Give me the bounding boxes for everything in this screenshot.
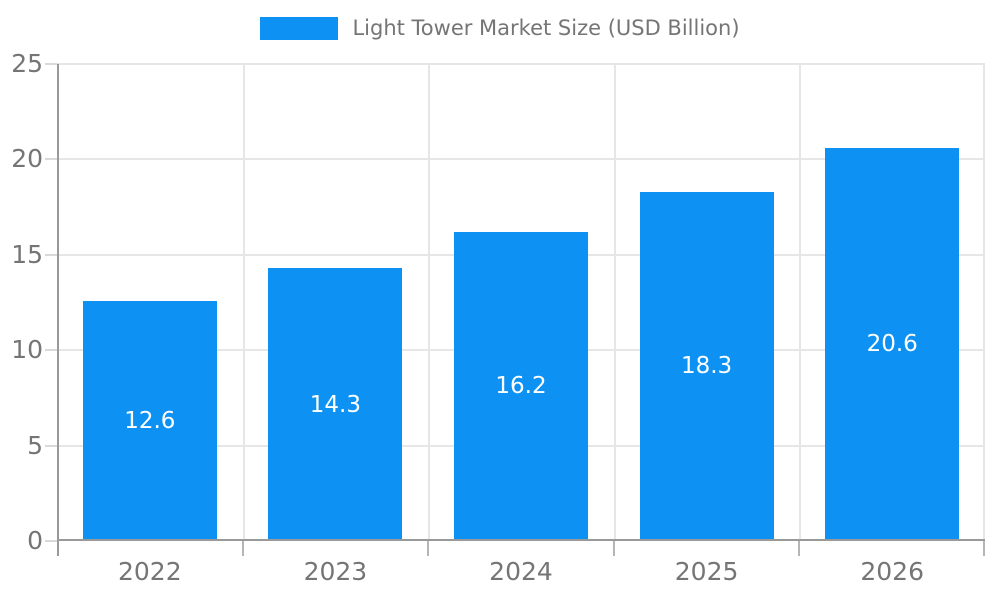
y-axis-tick	[45, 158, 57, 161]
y-axis-tick	[45, 444, 57, 447]
bar[interactable]: 20.6	[825, 147, 960, 541]
bar-value-label: 20.6	[866, 331, 918, 358]
y-axis-tick	[45, 253, 57, 256]
x-axis-tick	[983, 541, 985, 556]
y-tick-label: 5	[27, 430, 43, 460]
bar-value-label: 12.6	[124, 407, 176, 434]
x-tick-label: 2026	[860, 557, 924, 586]
x-tick-label: 2024	[489, 557, 553, 586]
x-axis-tick	[241, 541, 244, 556]
v-gridline	[983, 64, 985, 541]
y-tick-label: 10	[11, 335, 43, 365]
bar[interactable]: 14.3	[268, 268, 403, 541]
y-tick-label: 0	[27, 526, 43, 555]
y-tick-label: 20	[11, 144, 43, 174]
bar-value-label: 14.3	[309, 391, 361, 418]
v-gridline	[428, 64, 431, 541]
x-tick-label: 2023	[303, 557, 368, 586]
h-gridline	[57, 158, 985, 161]
bar[interactable]: 12.6	[82, 300, 217, 541]
legend[interactable]: Light Tower Market Size (USD Billion)	[0, 16, 1000, 40]
y-tick-label: 25	[11, 49, 43, 78]
bar[interactable]: 18.3	[639, 191, 774, 541]
y-axis-tick	[45, 349, 57, 352]
y-axis-tick	[45, 63, 57, 65]
v-gridline	[613, 64, 616, 541]
x-axis-tick	[427, 541, 430, 556]
plot-area: 0 5 10 15 20 25 12.6 2022 14.3 2023 16.2 2024 18.3 20…	[11, 49, 985, 586]
h-gridline	[57, 63, 985, 65]
v-gridline	[799, 64, 802, 541]
y-axis-line	[57, 64, 59, 556]
legend-swatch[interactable]	[260, 16, 339, 40]
y-axis-tick	[45, 540, 57, 542]
x-tick-label: 2025	[674, 557, 739, 586]
x-tick-label: 2022	[117, 557, 182, 586]
legend-label[interactable]: Light Tower Market Size (USD Billion)	[352, 16, 740, 40]
bar-value-label: 18.3	[680, 353, 733, 380]
bar[interactable]: 16.2	[454, 231, 588, 541]
bar-value-label: 16.2	[495, 373, 547, 400]
y-tick-label: 15	[11, 239, 43, 269]
v-gridline	[242, 64, 245, 541]
x-axis-tick	[798, 541, 801, 556]
x-axis-tick	[612, 541, 615, 556]
x-axis-line	[57, 539, 985, 541]
